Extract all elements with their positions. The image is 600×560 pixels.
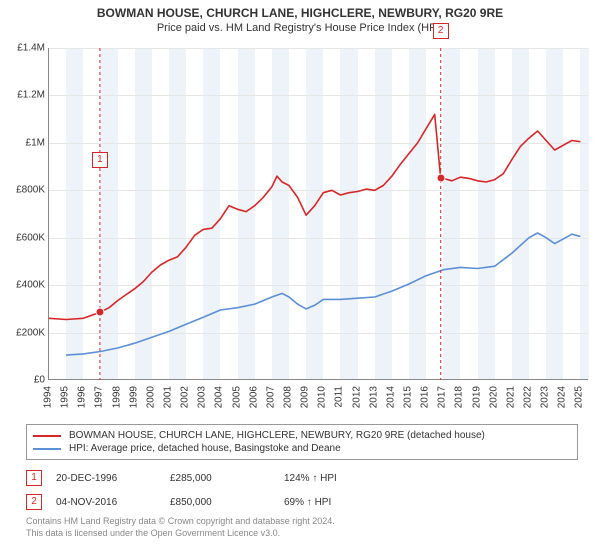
event-dot [95,308,104,317]
x-tick-label: 2004 [214,386,225,408]
x-tick-label: 2014 [385,386,396,408]
chart-title-1: BOWMAN HOUSE, CHURCH LANE, HIGHCLERE, NE… [0,6,600,20]
event-delta-ref-1: HPI [320,473,337,484]
y-tick-label: £0 [3,375,45,386]
event-delta-ref-2: HPI [315,497,332,508]
x-tick-label: 2008 [283,386,294,408]
x-tick-label: 2000 [145,386,156,408]
x-tick-label: 2015 [403,386,414,408]
x-tick-label: 2016 [420,386,431,408]
footnote-line-2: This data is licensed under the Open Gov… [26,528,578,540]
legend-swatch-2 [33,448,61,450]
event-delta-pct-1: 124% [284,473,310,484]
legend-swatch-1 [33,435,61,437]
x-tick-label: 2013 [368,386,379,408]
legend-label-2: HPI: Average price, detached house, Basi… [69,443,341,454]
x-tick-label: 2009 [300,386,311,408]
plot-area: £0£200K£400K£600K£800K£1M£1.2M£1.4M12 [48,48,588,380]
event-price-1: £285,000 [170,473,270,484]
legend-item-2: HPI: Average price, detached house, Basi… [33,442,571,455]
x-tick-label: 2003 [197,386,208,408]
chart-title-2: Price paid vs. HM Land Registry's House … [0,22,600,34]
event-dot [436,174,445,183]
y-tick-label: £1.2M [3,90,45,101]
x-tick-label: 2023 [540,386,551,408]
x-tick-label: 1998 [111,386,122,408]
x-tick-label: 2012 [351,386,362,408]
event-date-2: 04-NOV-2016 [56,497,156,508]
event-date-1: 20-DEC-1996 [56,473,156,484]
legend-item-1: BOWMAN HOUSE, CHURCH LANE, HIGHCLERE, NE… [33,429,571,442]
y-tick-label: £200K [3,327,45,338]
chart-lines-svg [49,48,589,380]
x-tick-label: 2002 [180,386,191,408]
y-tick-label: £1.4M [3,43,45,54]
legend-label-1: BOWMAN HOUSE, CHURCH LANE, HIGHCLERE, NE… [69,430,485,441]
event-delta-2: 69% HPI [284,497,384,508]
x-tick-label: 2017 [437,386,448,408]
x-tick-label: 2025 [574,386,585,408]
x-tick-label: 2018 [454,386,465,408]
y-tick-label: £1M [3,137,45,148]
y-tick-label: £800K [3,185,45,196]
event-label-box: 1 [92,152,108,168]
x-tick-label: 2021 [505,386,516,408]
legend: BOWMAN HOUSE, CHURCH LANE, HIGHCLERE, NE… [26,424,578,460]
events-table: 1 20-DEC-1996 £285,000 124% HPI 2 04-NOV… [26,466,578,514]
x-tick-label: 1996 [77,386,88,408]
x-tick-label: 2020 [488,386,499,408]
event-marker-1: 1 [26,470,42,486]
x-tick-label: 1995 [60,386,71,408]
event-price-2: £850,000 [170,497,270,508]
event-row-1: 1 20-DEC-1996 £285,000 124% HPI [26,466,578,490]
event-row-2: 2 04-NOV-2016 £850,000 69% HPI [26,490,578,514]
y-tick-label: £600K [3,232,45,243]
x-tick-label: 1999 [128,386,139,408]
x-tick-label: 2011 [334,386,345,408]
x-tick-label: 2005 [231,386,242,408]
arrow-up-icon [312,473,317,484]
event-label-box: 2 [433,23,449,39]
x-tick-label: 2024 [557,386,568,408]
footnote: Contains HM Land Registry data © Crown c… [26,516,578,539]
x-tick-label: 2022 [523,386,534,408]
x-tick-label: 1997 [94,386,105,408]
footnote-line-1: Contains HM Land Registry data © Crown c… [26,516,578,528]
x-tick-label: 2019 [471,386,482,408]
arrow-up-icon [307,497,312,508]
x-tick-label: 2001 [163,386,174,408]
title-block: BOWMAN HOUSE, CHURCH LANE, HIGHCLERE, NE… [0,0,600,34]
event-marker-2: 2 [26,494,42,510]
chart-wrap: BOWMAN HOUSE, CHURCH LANE, HIGHCLERE, NE… [0,0,600,560]
x-tick-label: 2007 [265,386,276,408]
x-tick-label: 1994 [43,386,54,408]
x-tick-label: 2010 [317,386,328,408]
y-tick-label: £400K [3,280,45,291]
event-delta-pct-2: 69% [284,497,304,508]
event-delta-1: 124% HPI [284,473,384,484]
x-tick-label: 2006 [248,386,259,408]
